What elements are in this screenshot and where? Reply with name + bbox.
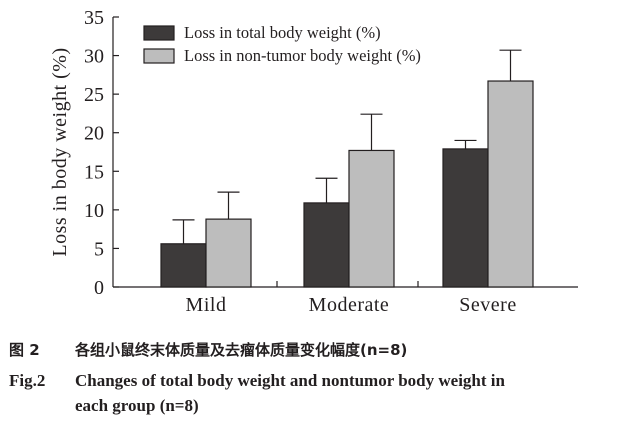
y-tick-label: 0 — [94, 277, 104, 299]
figure-caption-text-chinese: 各组小鼠终末体质量及去瘤体质量变化幅度(n=8) — [75, 341, 408, 359]
bar-non-tumor-body-weight — [487, 80, 534, 288]
figure-caption-text-english: Changes of total body weight and nontumo… — [75, 371, 505, 390]
figure-caption-chinese: 图 2 各组小鼠终末体质量及去瘤体质量变化幅度(n=8) — [9, 339, 407, 361]
bar-non-tumor-body-weight — [205, 218, 252, 288]
chart-axes: 0 5 10 15 20 25 30 35 Mild Moderate Severe — [84, 7, 578, 316]
x-tick-label: Severe — [459, 294, 516, 316]
legend-label: Loss in non-tumor body weight (%) — [184, 46, 421, 65]
legend-swatch — [143, 25, 175, 41]
y-tick-label: 30 — [84, 46, 104, 68]
x-tick-label: Mild — [186, 294, 227, 316]
bar-chart: 0 5 10 15 20 25 30 35 Mild Moderate Severe Loss in… — [49, 7, 578, 316]
y-tick-label: 20 — [84, 123, 104, 145]
y-tick-label: 25 — [84, 84, 104, 106]
figure-label-english: Fig.2 — [9, 371, 46, 390]
chart-bars — [160, 49, 534, 288]
y-tick-label: 5 — [94, 238, 104, 260]
bar-total-body-weight — [303, 202, 350, 288]
bar-non-tumor-body-weight — [348, 149, 395, 288]
y-tick-label: 10 — [84, 200, 104, 222]
legend-label: Loss in total body weight (%) — [184, 23, 381, 42]
y-axis-label: Loss in body weight (%) — [49, 47, 71, 256]
figure-label-chinese: 图 2 — [9, 341, 40, 359]
figure-caption-english-line2: each group (n=8) — [75, 396, 199, 415]
bar-total-body-weight — [160, 243, 207, 288]
y-tick-label: 35 — [84, 7, 104, 29]
legend-swatch — [143, 48, 175, 64]
figure-caption-english: Fig.2 Changes of total body weight and no… — [9, 370, 505, 392]
x-tick-label: Moderate — [309, 294, 390, 316]
chart-legend: Loss in total body weight (%) Loss in non… — [143, 23, 421, 65]
y-tick-label: 15 — [84, 161, 104, 183]
bar-total-body-weight — [442, 148, 489, 288]
